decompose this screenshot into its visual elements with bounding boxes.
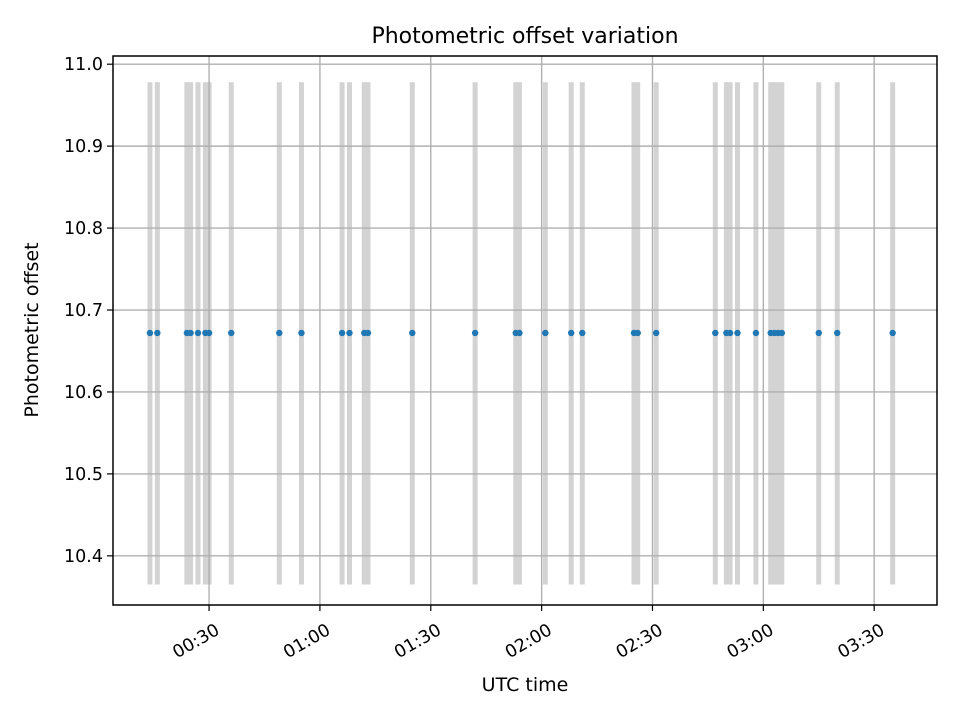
plot-frame [112,55,938,606]
data-point [834,329,841,337]
data-point [712,329,719,337]
y-tick-label: 10.9 [64,137,103,157]
data-point [276,329,283,337]
data-point [542,329,549,337]
data-point [726,329,734,337]
y-tick-label: 10.7 [64,301,103,321]
data-point [652,329,660,337]
y-tick-label: 10.4 [64,547,103,567]
data-point [154,329,161,337]
data-point [346,329,353,337]
y-tick-label: 10.6 [64,383,103,403]
data-point [734,329,741,337]
y-tick-label: 11.0 [64,55,103,75]
data-point [634,329,641,337]
data-point [815,329,822,337]
data-point [579,329,586,337]
data-point [364,329,372,337]
data-point [567,329,575,337]
data-point [205,329,213,337]
x-axis-label: UTC time [482,674,569,696]
data-point [516,329,523,337]
data-point [194,329,202,337]
data-point [338,329,346,337]
data-point [889,329,896,337]
data-point [471,329,479,337]
data-point [752,329,760,337]
data-point [187,329,194,337]
data-point [409,329,416,337]
data-point [146,329,154,337]
y-axis: 10.4 10.5 10.6 10.7 10.8 10.9 11.0 [64,55,113,567]
data-points [146,329,896,337]
chart-title: Photometric offset variation [371,24,678,49]
data-point [778,329,786,337]
y-tick-label: 10.5 [64,465,103,485]
y-tick-label: 10.8 [64,219,103,239]
y-axis-label: Photometric offset [21,242,43,417]
data-point [298,329,305,337]
data-point [228,329,235,337]
